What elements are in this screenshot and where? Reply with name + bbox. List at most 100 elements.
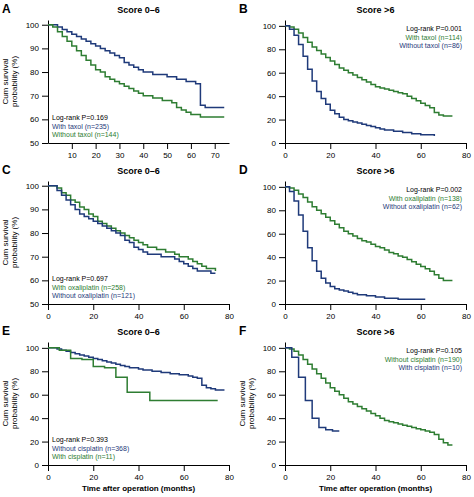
y-tick-mark	[279, 371, 285, 372]
y-tick: 90	[30, 205, 48, 214]
x-axis: 020406080	[283, 465, 471, 482]
y-axis-title-line: Cum survival	[1, 380, 10, 426]
y-tick-mark	[42, 304, 48, 305]
y-tick-label: 70	[30, 92, 39, 101]
y-tick-mark	[279, 120, 285, 121]
legend-entry: Without oxaliplatin (n=121)	[52, 292, 135, 300]
x-tick: 0	[46, 465, 51, 482]
y-tick: 40	[267, 92, 285, 101]
y-tick: 50	[30, 139, 48, 148]
x-tick-label: 20	[92, 151, 101, 160]
survival-line	[48, 186, 215, 274]
y-tick: 0	[272, 461, 285, 470]
x-tick-mark	[184, 465, 185, 471]
x-tick-label: 40	[372, 312, 381, 321]
panel-title: Score >6	[357, 327, 395, 337]
y-tick-mark	[279, 442, 285, 443]
x-tick-mark	[143, 143, 144, 149]
x-tick: 60	[187, 143, 196, 160]
y-axis: 020406080100	[263, 182, 286, 310]
y-tick-mark	[279, 418, 285, 419]
y-tick-mark	[42, 348, 48, 349]
x-tick-mark	[229, 304, 230, 310]
annotation: Log-rank P=0.697	[52, 275, 108, 283]
x-tick-label: 60	[187, 151, 196, 160]
x-tick-mark	[285, 304, 286, 310]
x-tick: 0	[46, 304, 51, 321]
y-tick-label: 60	[30, 115, 39, 124]
panel: 102030405060705060708090100Score 0–6ALog…	[1, 2, 230, 160]
y-tick: 80	[267, 45, 285, 54]
legend: Log-rank P=0.697With oxaliplatin (n=258)…	[52, 275, 135, 300]
figure: 102030405060705060708090100Score 0–6ALog…	[0, 0, 474, 497]
x-tick-label: 60	[417, 151, 426, 160]
x-axis: 020406080	[46, 465, 234, 482]
y-tick-mark	[42, 143, 48, 144]
x-tick: 40	[372, 304, 381, 321]
x-tick-mark	[421, 143, 422, 149]
y-tick: 70	[30, 92, 48, 101]
y-tick-mark	[42, 442, 48, 443]
x-tick-label: 0	[46, 473, 51, 482]
x-tick-label: 20	[89, 312, 98, 321]
y-tick-mark	[42, 371, 48, 372]
y-axis-title-line: Cum survival	[1, 219, 10, 265]
y-tick: 100	[263, 183, 285, 192]
x-tick: 20	[92, 143, 101, 160]
y-tick: 80	[30, 367, 48, 376]
panel: 0204060805060708090100Score 0–6CLog-rank…	[1, 163, 234, 321]
legend-entry: With taxol (n=235)	[52, 123, 109, 131]
y-tick-label: 80	[267, 206, 276, 215]
legend-entry: With oxaliplatin (n=138)	[389, 195, 462, 203]
y-tick: 100	[26, 182, 48, 191]
y-tick: 80	[267, 367, 285, 376]
panel-title: Score 0–6	[117, 5, 160, 15]
y-tick-label: 40	[267, 92, 276, 101]
y-tick-label: 20	[30, 438, 39, 447]
x-tick: 20	[326, 143, 335, 160]
y-tick-label: 100	[263, 344, 277, 353]
y-axis-line	[285, 343, 286, 466]
y-tick-label: 60	[30, 391, 39, 400]
y-tick: 60	[267, 69, 285, 78]
x-tick-label: 10	[68, 151, 77, 160]
x-tick-label: 20	[326, 473, 335, 482]
y-tick: 0	[272, 139, 285, 148]
x-tick-mark	[330, 465, 331, 471]
x-tick-label: 20	[89, 473, 98, 482]
x-tick: 0	[283, 304, 288, 321]
x-tick-label: 70	[211, 151, 220, 160]
panel-title: Score >6	[357, 166, 395, 176]
panel: 020406080020406080100Score >6DLog-rank P…	[239, 163, 471, 321]
y-tick: 70	[30, 253, 48, 262]
x-axis-title: Time after operation (months)	[319, 484, 433, 493]
y-tick-label: 100	[263, 183, 277, 192]
y-axis-title-line: probability (%)	[10, 378, 19, 429]
y-tick-mark	[279, 395, 285, 396]
x-tick-label: 80	[462, 473, 471, 482]
annotation: Log-rank P=0.002	[406, 186, 462, 194]
x-tick: 60	[180, 465, 189, 482]
y-tick-mark	[42, 465, 48, 466]
x-tick: 80	[462, 143, 471, 160]
legend-entry: Without oxaliplatin (n=62)	[383, 203, 462, 211]
y-tick-label: 0	[272, 461, 277, 470]
x-tick-mark	[119, 143, 120, 149]
x-tick: 80	[225, 304, 234, 321]
y-tick-label: 40	[267, 253, 276, 262]
x-tick-label: 40	[372, 473, 381, 482]
y-tick-mark	[279, 257, 285, 258]
survival-line	[285, 348, 339, 431]
x-tick-mark	[215, 143, 216, 149]
survival-line	[48, 186, 215, 271]
y-axis-title: Cum survivalprobability (%)	[1, 56, 19, 107]
y-tick-label: 100	[263, 22, 277, 31]
y-tick-mark	[42, 418, 48, 419]
y-tick-mark	[42, 119, 48, 120]
x-tick-label: 0	[46, 312, 51, 321]
x-tick: 20	[89, 465, 98, 482]
x-tick: 40	[135, 304, 144, 321]
y-tick: 40	[267, 253, 285, 262]
y-tick-mark	[42, 395, 48, 396]
y-tick: 20	[267, 438, 285, 447]
